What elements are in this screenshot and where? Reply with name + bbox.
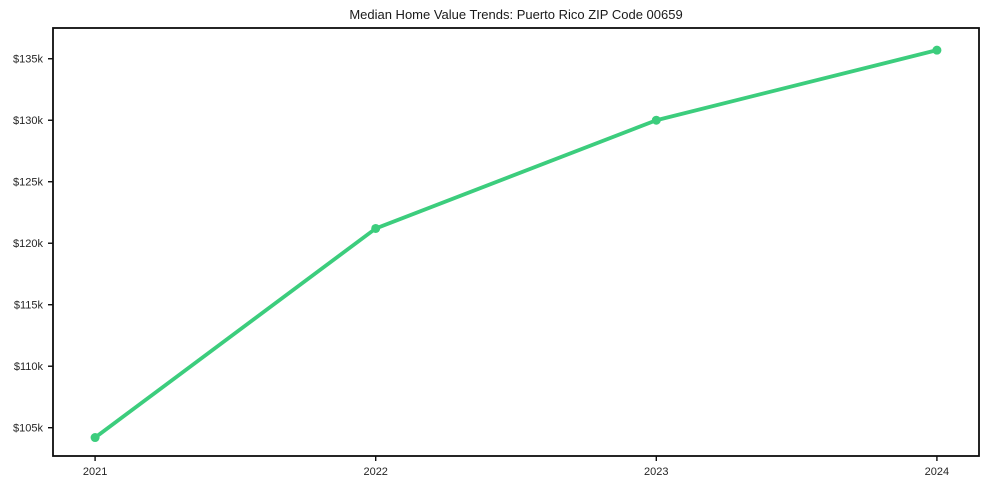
axes-frame xyxy=(52,27,980,457)
y-tick-label: $115k xyxy=(14,300,44,312)
trend-line xyxy=(93,48,939,440)
y-tick-label: $135k xyxy=(13,54,43,66)
x-tick-label: 2022 xyxy=(363,466,387,478)
y-tick-label: $120k xyxy=(13,238,43,250)
x-tick-label: 2024 xyxy=(925,466,949,478)
chart-title: Median Home Value Trends: Puerto Rico ZI… xyxy=(349,7,683,22)
y-tick-label: $110k xyxy=(14,361,44,373)
data-point-marker xyxy=(932,45,942,55)
data-point-marker xyxy=(651,115,661,125)
y-tick-label: $130k xyxy=(13,115,43,127)
y-tick-label: $105k xyxy=(13,423,43,435)
x-tick-label: 2023 xyxy=(644,466,668,478)
y-tick-label: $125k xyxy=(13,177,43,189)
x-tick-label: 2021 xyxy=(83,466,107,478)
data-point-marker xyxy=(90,433,100,443)
data-point-marker xyxy=(371,223,381,233)
